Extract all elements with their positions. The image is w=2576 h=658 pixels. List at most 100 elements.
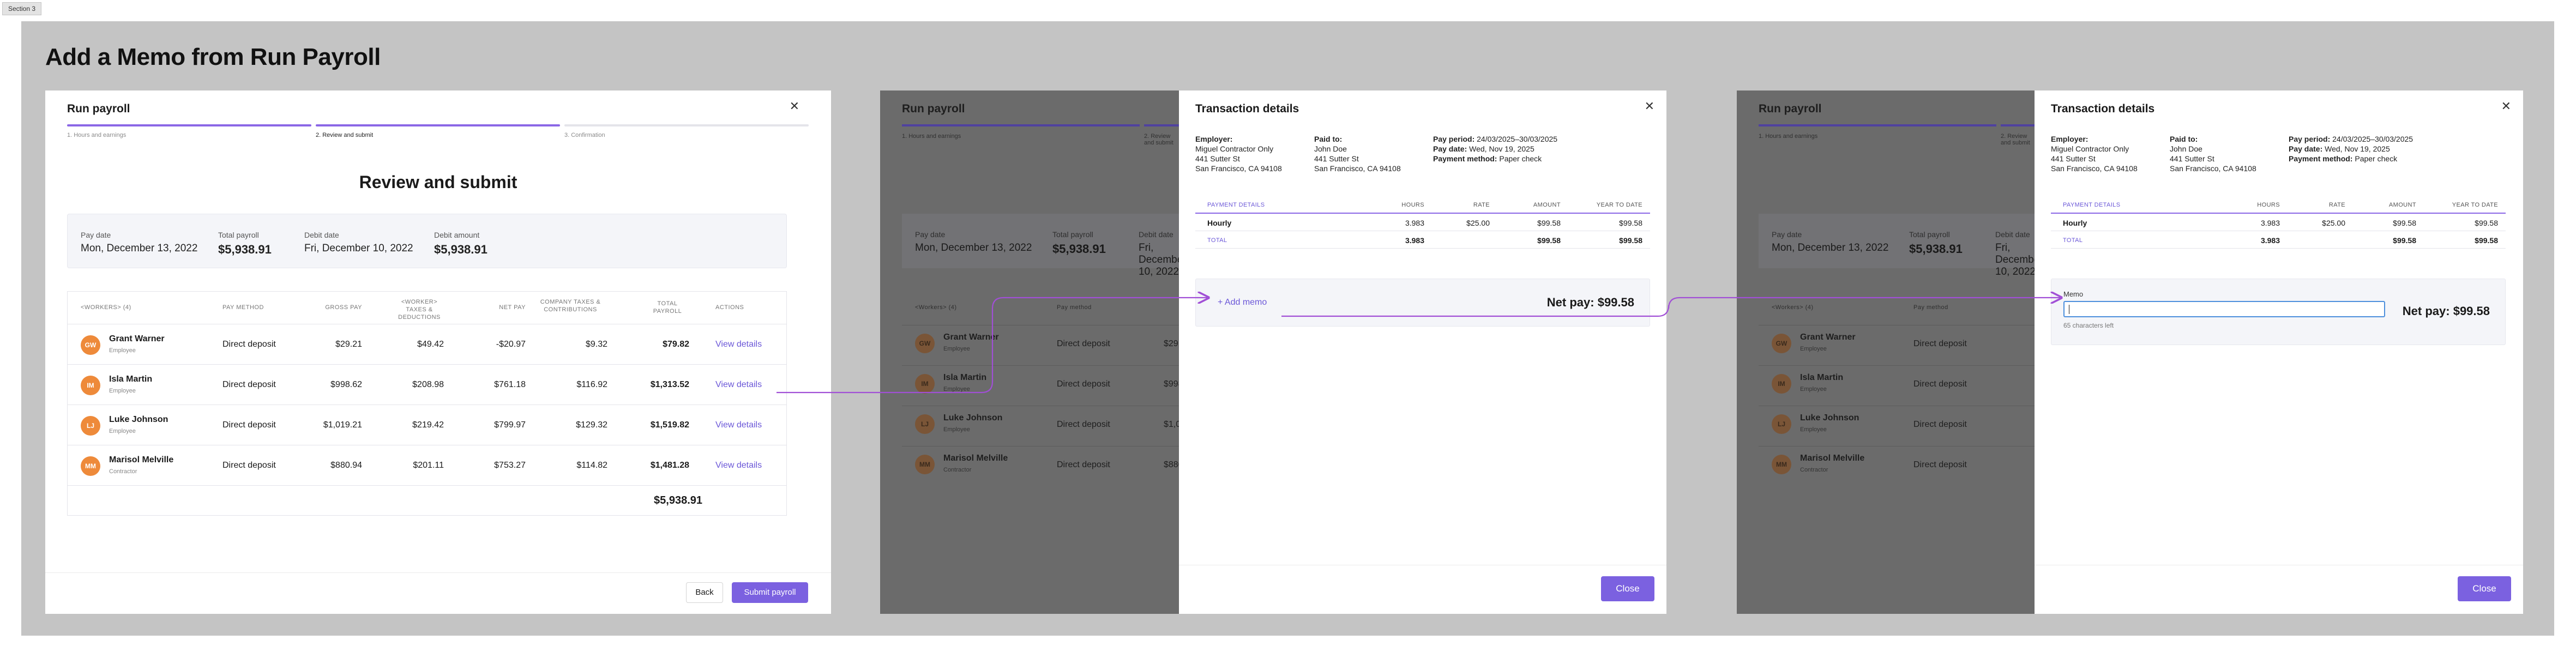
summary-debit-date: Debit date Fri, December 10, 2022 xyxy=(304,231,413,255)
board-title: Add a Memo from Run Payroll xyxy=(45,44,381,70)
employer-block: Employer: Miguel Contractor Only 441 Sut… xyxy=(1195,134,1282,173)
avatar: MM xyxy=(81,456,100,476)
dimmed-name: Marisol Melville xyxy=(1800,454,1865,463)
dimmed-avatar: LJ xyxy=(915,414,935,434)
total-amount: $99.58 xyxy=(2393,236,2416,245)
memo-char-count: 65 characters left xyxy=(2063,322,2114,329)
col-amount: Amount xyxy=(2388,202,2416,208)
dimmed-summary-value: Fri, December 10, 2022 xyxy=(1139,242,1179,277)
ytd: $99.58 xyxy=(2475,219,2498,227)
gross-pay: $998.62 xyxy=(330,380,362,389)
summary-label: Total payroll xyxy=(218,231,259,239)
dimmed-summary-value: $5,938.91 xyxy=(1909,242,1963,256)
avatar: LJ xyxy=(81,416,100,436)
back-button[interactable]: Back xyxy=(686,582,723,603)
dimmed-step-2: 2. Review and submit xyxy=(2001,133,2030,146)
employer-line: San Francisco, CA 94108 xyxy=(1195,164,1282,173)
worker-name: Luke Johnson xyxy=(109,415,168,424)
memo-input[interactable] xyxy=(2063,301,2385,317)
pay-method: Direct deposit xyxy=(222,461,276,470)
review-heading: Review and submit xyxy=(359,172,517,192)
employer-label: Employer: xyxy=(1195,135,1233,143)
view-details-link[interactable]: View details xyxy=(715,380,762,389)
step-3[interactable]: 3. Confirmation xyxy=(564,124,809,138)
summary-value: Fri, December 10, 2022 xyxy=(304,243,413,254)
dimmed-summary-value: $5,938.91 xyxy=(1052,242,1106,256)
dimmed-step-1: 1. Hours and earnings xyxy=(902,133,961,140)
submit-payroll-button[interactable]: Submit payroll xyxy=(732,582,808,603)
dimmed-avatar: IM xyxy=(915,374,935,394)
close-icon[interactable]: ✕ xyxy=(2501,99,2511,113)
dimmed-name: Luke Johnson xyxy=(1800,413,1859,422)
step-1[interactable]: 1. Hours and earnings xyxy=(67,124,311,138)
paid-to-label: Paid to: xyxy=(1314,135,1343,143)
close-button[interactable]: Close xyxy=(2458,576,2511,601)
net-pay: $753.27 xyxy=(494,461,526,470)
dimmed-method: Direct deposit xyxy=(1913,420,1967,429)
dimmed-summary-label: Total payroll xyxy=(1909,230,1950,239)
gross-pay: $29.21 xyxy=(335,340,362,349)
step-2[interactable]: 2. Review and submit xyxy=(316,124,560,138)
summary-label: Debit amount xyxy=(434,231,480,239)
pay-method: Direct deposit xyxy=(222,420,276,430)
dimmed-col: <Workers> (4) xyxy=(1772,304,1814,311)
table-total-row: $5,938.91 xyxy=(68,486,786,515)
col-company-taxes: Company taxes & contributions xyxy=(540,299,601,313)
table-header: <Workers> (4) Pay method Gross pay <Work… xyxy=(68,292,786,324)
dimmed-name: Isla Martin xyxy=(1800,373,1844,382)
company-taxes: $129.32 xyxy=(576,420,607,430)
close-button[interactable]: Close xyxy=(1601,576,1654,601)
footer-bar: Back Submit payroll xyxy=(45,572,831,614)
dimmed-role: Contractor xyxy=(943,467,972,473)
dimmed-avatar: LJ xyxy=(1772,414,1791,434)
col-workers[interactable]: <Workers> (4) xyxy=(81,304,131,311)
worker-taxes: $208.98 xyxy=(412,380,444,389)
dimmed-role: Contractor xyxy=(1800,467,1828,473)
view-details-link[interactable]: View details xyxy=(715,340,762,349)
dimmed-role: Employee xyxy=(943,346,970,352)
dimmed-role: Employee xyxy=(1800,386,1827,393)
employer-block: Employer: Miguel Contractor Only 441 Sut… xyxy=(2051,134,2138,173)
dimmed-avatar: IM xyxy=(1772,374,1791,394)
avatar: GW xyxy=(81,335,100,355)
pay-date: Wed, Nov 19, 2025 xyxy=(2325,144,2390,153)
earning-type: Hourly xyxy=(2063,219,2087,227)
worker-role: Employee xyxy=(109,388,136,394)
run-payroll-title: Run payroll xyxy=(67,102,130,115)
step-3-label: 3. Confirmation xyxy=(564,132,605,138)
employer-line: 441 Sutter St xyxy=(2051,154,2096,163)
company-taxes: $9.32 xyxy=(585,340,607,349)
transaction-title: Transaction details xyxy=(2051,102,2155,115)
net-pay: $799.97 xyxy=(494,420,526,430)
view-details-link[interactable]: View details xyxy=(715,461,762,470)
paid-to-block: Paid to: John Doe 441 Sutter St San Fran… xyxy=(1314,134,1401,173)
stepper: 1. Hours and earnings 2. Review and subm… xyxy=(67,124,809,138)
paid-to-line: 441 Sutter St xyxy=(2170,154,2214,163)
close-icon[interactable]: ✕ xyxy=(1644,99,1654,113)
rate: $25.00 xyxy=(2322,219,2345,227)
dimmed-summary-value: Fri, December 10, 2022 xyxy=(1995,242,2035,277)
gross-pay: $1,019.21 xyxy=(323,420,362,430)
view-details-link[interactable]: View details xyxy=(715,420,762,430)
dimmed-method: Direct deposit xyxy=(1057,339,1110,348)
grand-total: $5,938.91 xyxy=(654,494,702,506)
table-row: IM Isla Martin Employee Direct deposit $… xyxy=(68,365,786,405)
summary-label: Debit date xyxy=(304,231,339,239)
memo-label: Memo xyxy=(2063,290,2084,298)
row-total: $79.82 xyxy=(663,340,689,349)
paid-to-block: Paid to: John Doe 441 Sutter St San Fran… xyxy=(2170,134,2256,173)
run-payroll-frame: Run payroll ✕ 1. Hours and earnings 2. R… xyxy=(45,90,831,614)
amount: $99.58 xyxy=(2393,219,2416,227)
col-total-payroll: Total payroll xyxy=(653,300,682,315)
company-taxes: $114.82 xyxy=(576,461,607,470)
col-payment-details: Payment details xyxy=(1207,202,1265,208)
close-icon[interactable]: ✕ xyxy=(789,99,799,113)
dimmed-method: Direct deposit xyxy=(1913,379,1967,389)
payroll-summary: Pay date Mon, December 13, 2022 Total pay… xyxy=(67,214,787,268)
col-ytd: Year to date xyxy=(2452,202,2498,208)
add-memo-button[interactable]: + Add memo xyxy=(1218,298,1267,307)
dimmed-name: Marisol Melville xyxy=(943,454,1008,463)
dimmed-run-payroll-b: Run payroll 1. Hours and earnings 2. Rev… xyxy=(1737,90,2035,614)
step-2-label: 2. Review and submit xyxy=(316,132,374,138)
table-header: Payment details Hours Rate Amount Year t… xyxy=(2051,197,2506,214)
